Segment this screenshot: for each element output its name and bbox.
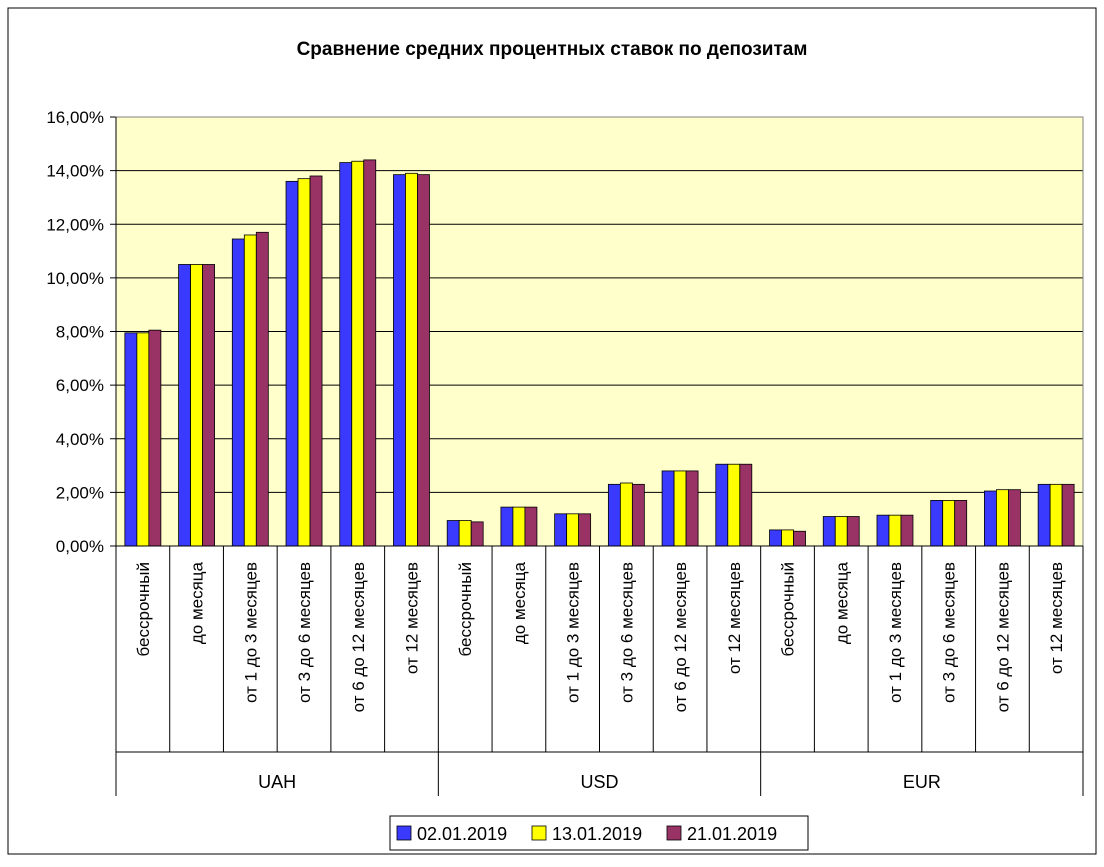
bar [500,506,514,547]
legend [389,815,809,851]
bar [727,463,741,547]
y-tick-label: 0,00% [56,537,104,556]
legend-swatch [396,825,412,841]
bar [231,238,245,547]
bar [351,160,365,547]
legend-swatch [666,825,682,841]
bar [470,521,484,547]
bar [458,520,472,547]
x-group-label: UAH [258,772,296,792]
bar [1061,483,1075,547]
bar [846,516,860,547]
y-tick-label: 10,00% [46,269,104,288]
legend-label: 21.01.2019 [687,824,777,844]
chart-title: Сравнение средних процентных ставок по д… [297,39,808,60]
x-category-label: от 12 месяцев [725,562,744,674]
bar [285,180,299,547]
bar [446,520,460,547]
bar [781,529,794,547]
bar [243,234,257,547]
bar [417,174,430,547]
bar [715,463,729,547]
bar [984,490,997,547]
bar [1049,483,1063,547]
x-category-label: от 12 месяцев [402,562,421,674]
x-category-label: от 3 до 6 месяцев [295,562,314,703]
bar [148,329,162,547]
x-category-label: бессрочный [134,562,153,657]
bar [942,500,956,547]
bar [136,332,150,547]
x-category-label: бессрочный [779,562,798,657]
legend-swatch [531,825,547,841]
y-tick-label: 16,00% [46,108,104,127]
bar [661,470,675,547]
bar [769,529,782,547]
x-group-label: EUR [903,772,941,792]
bar [631,483,645,547]
bar [512,506,526,547]
y-tick-label: 4,00% [56,430,104,449]
bar [739,463,753,547]
x-category-label: до месяца [510,561,529,644]
bar [888,514,902,547]
legend-label: 02.01.2019 [417,824,507,844]
bar [607,483,621,547]
x-category-label: от 1 до 3 месяцев [564,562,583,703]
bar [793,530,806,547]
bar [1008,489,1021,547]
bar [954,500,968,547]
bar [822,516,836,547]
bar [834,516,848,547]
bar [900,514,914,547]
x-group-label: USD [580,772,618,792]
x-category-label: от 6 до 12 месяцев [349,562,368,712]
bar [178,264,191,547]
bar [566,513,580,547]
x-category-label: до месяца [188,561,207,644]
bar [619,482,633,547]
y-tick-label: 6,00% [56,376,104,395]
bar [524,506,538,547]
x-category-label: от 6 до 12 месяцев [671,562,690,712]
x-category-label: до месяца [832,561,851,644]
bar [673,470,687,547]
y-tick-label: 8,00% [56,323,104,342]
bar [393,174,406,547]
bar [255,231,269,547]
bar [685,470,699,547]
x-category-label: от 12 месяцев [1047,562,1066,674]
x-category-label: от 3 до 6 месяцев [617,562,636,703]
x-category-label: от 1 до 3 месяцев [886,562,905,703]
x-category-label: от 3 до 6 месяцев [940,562,959,703]
bar [876,514,890,547]
x-category-label: от 6 до 12 месяцев [993,562,1012,712]
bar [339,162,353,547]
bar [190,264,203,547]
bar [578,513,592,547]
x-category-label: бессрочный [456,562,475,657]
bar [297,178,311,547]
x-category-label: от 1 до 3 месяцев [241,562,260,703]
y-tick-label: 2,00% [56,483,104,502]
y-tick-label: 12,00% [46,215,104,234]
legend-label: 13.01.2019 [552,824,642,844]
bar [930,500,944,547]
bar [405,172,418,547]
y-tick-label: 14,00% [46,162,104,181]
bar [309,175,323,547]
bar [363,159,377,547]
bar [124,332,138,547]
bar [996,489,1009,547]
bar [554,513,568,547]
bar [202,264,215,547]
bar [1037,483,1051,547]
